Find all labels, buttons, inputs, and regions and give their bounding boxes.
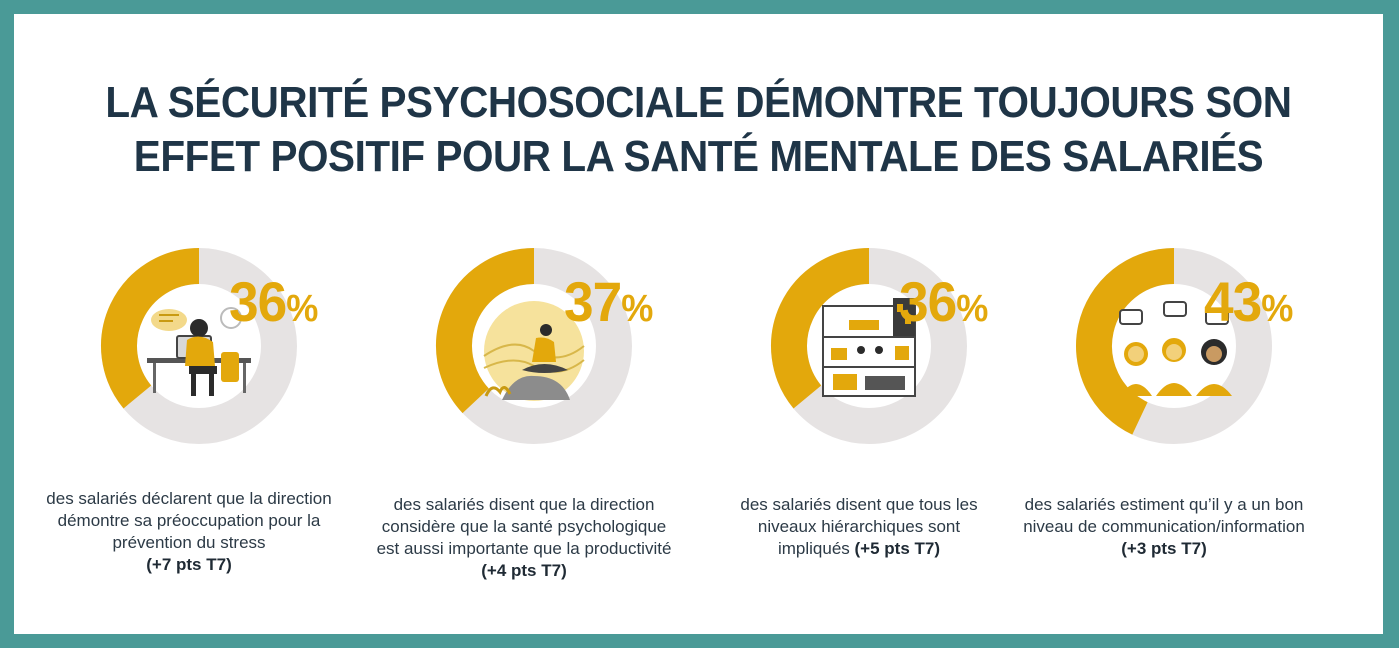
title-line-2: EFFET POSITIF POUR LA SANTÉ MENTALE DES … xyxy=(133,132,1264,181)
caption-4-line-1: des salariés estiment qu’il y a un bon xyxy=(1024,495,1304,514)
donut-slice-4 xyxy=(1076,248,1175,435)
donut-chart-1 xyxy=(101,248,297,444)
meditation-illustration-icon xyxy=(483,301,585,401)
donut-chart-4 xyxy=(1076,248,1272,444)
caption-3-line-2: niveaux hiérarchiques sont xyxy=(757,517,961,536)
page-title: LA SÉCURITÉ PSYCHOSOCIALE DÉMONTRE TOUJO… xyxy=(69,76,1328,184)
stat-card-1: 36% des salariés déclarent que la direct… xyxy=(29,246,349,606)
stat-card-3: 36% des salariés disent que tous les niv… xyxy=(699,246,1019,606)
stat-caption-3: des salariés disent que tous les niveaux… xyxy=(699,494,1019,560)
stat-percent-2: 37% xyxy=(564,270,653,333)
stat-caption-4: des salariés estiment qu’il y a un bon n… xyxy=(1004,494,1324,560)
stat-delta-2: (+4 pts T7) xyxy=(481,561,567,580)
stat-delta-1: (+7 pts T7) xyxy=(146,555,232,574)
caption-2-line-3: est aussi importante que la productivité xyxy=(376,539,672,558)
stat-delta-4: (+3 pts T7) xyxy=(1121,539,1207,558)
donut-slice-2 xyxy=(436,248,535,414)
donut-chart-3 xyxy=(771,248,967,444)
stat-percent-3: 36% xyxy=(899,270,988,333)
stat-percent-4: 43% xyxy=(1204,270,1293,333)
office-building-illustration-icon xyxy=(822,298,916,397)
stressed-worker-illustration-icon xyxy=(147,307,251,396)
donut-slice-3 xyxy=(771,248,870,409)
people-talking-illustration-icon xyxy=(1119,301,1232,396)
stat-caption-1: des salariés déclarent que la direction … xyxy=(29,488,349,576)
caption-3-line-3: impliqués (+5 pts T7) xyxy=(777,539,941,558)
caption-1-line-3: prévention du stress xyxy=(112,533,266,552)
caption-1-line-2: démontre sa préoccupation pour la xyxy=(57,511,321,530)
donut-chart-2 xyxy=(436,248,632,444)
caption-2-line-1: des salariés disent que la direction xyxy=(393,495,655,514)
stat-delta-3: (+5 pts T7) xyxy=(854,539,941,558)
stat-percent-1: 36% xyxy=(229,270,318,333)
caption-1-line-1: des salariés déclarent que la direction xyxy=(46,489,332,508)
caption-4-line-2: niveau de communication/information xyxy=(1023,517,1305,536)
donut-slice-1 xyxy=(101,248,200,409)
stat-card-4: 43% des salariés estiment qu’il y a un b… xyxy=(1004,246,1324,606)
stat-caption-2: des salariés disent que la direction con… xyxy=(364,494,684,582)
title-line-1: LA SÉCURITÉ PSYCHOSOCIALE DÉMONTRE TOUJO… xyxy=(105,78,1292,127)
infographic-panel: LA SÉCURITÉ PSYCHOSOCIALE DÉMONTRE TOUJO… xyxy=(14,14,1383,634)
stat-card-2: 37% des salariés disent que la direction… xyxy=(364,246,684,606)
caption-2-line-2: considère que la santé psychologique xyxy=(381,517,667,536)
caption-3-line-1: des salariés disent que tous les xyxy=(740,495,978,514)
